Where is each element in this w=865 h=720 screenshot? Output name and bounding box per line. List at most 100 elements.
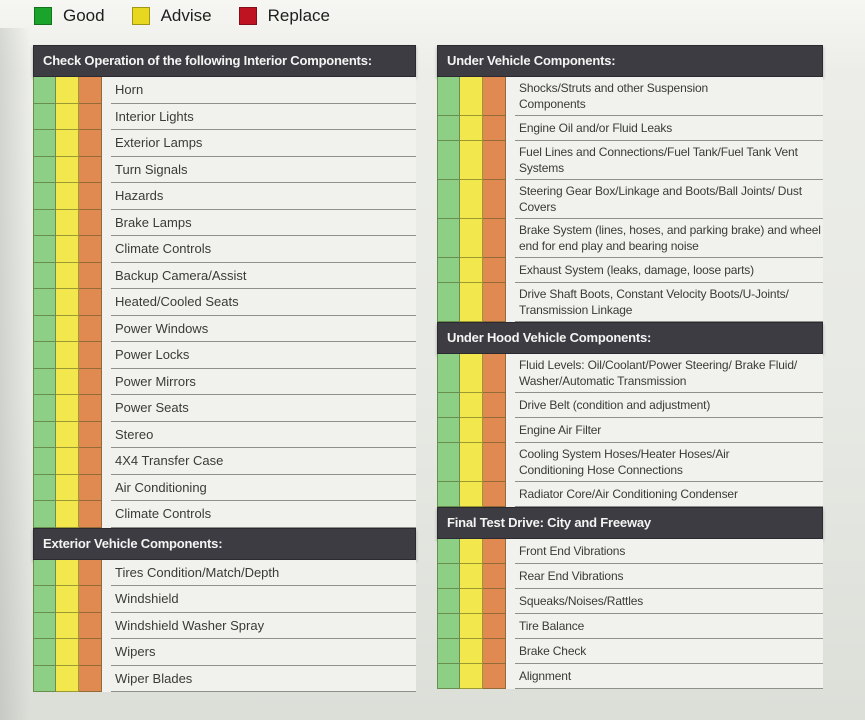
advise-rating-cell[interactable] — [460, 664, 483, 689]
advise-rating-cell[interactable] — [460, 258, 483, 283]
replace-rating-cell[interactable] — [79, 156, 102, 183]
good-rating-cell[interactable] — [33, 77, 56, 104]
replace-rating-cell[interactable] — [483, 180, 506, 219]
good-rating-cell[interactable] — [33, 156, 56, 183]
advise-rating-cell[interactable] — [56, 586, 79, 613]
good-rating-cell[interactable] — [437, 354, 460, 393]
good-rating-cell[interactable] — [437, 283, 460, 322]
replace-rating-cell[interactable] — [483, 393, 506, 418]
good-rating-cell[interactable] — [33, 236, 56, 263]
good-rating-cell[interactable] — [33, 474, 56, 501]
replace-rating-cell[interactable] — [79, 183, 102, 210]
replace-rating-cell[interactable] — [79, 421, 102, 448]
good-rating-cell[interactable] — [437, 482, 460, 507]
replace-rating-cell[interactable] — [483, 639, 506, 664]
replace-rating-cell[interactable] — [79, 665, 102, 692]
good-rating-cell[interactable] — [437, 141, 460, 180]
advise-rating-cell[interactable] — [460, 564, 483, 589]
good-rating-cell[interactable] — [33, 448, 56, 475]
good-rating-cell[interactable] — [33, 103, 56, 130]
good-rating-cell[interactable] — [437, 664, 460, 689]
advise-rating-cell[interactable] — [460, 283, 483, 322]
advise-rating-cell[interactable] — [460, 180, 483, 219]
advise-rating-cell[interactable] — [56, 183, 79, 210]
replace-rating-cell[interactable] — [483, 664, 506, 689]
advise-rating-cell[interactable] — [460, 354, 483, 393]
replace-rating-cell[interactable] — [79, 289, 102, 316]
advise-rating-cell[interactable] — [56, 77, 79, 104]
good-rating-cell[interactable] — [437, 393, 460, 418]
advise-rating-cell[interactable] — [56, 448, 79, 475]
good-rating-cell[interactable] — [33, 665, 56, 692]
good-rating-cell[interactable] — [33, 262, 56, 289]
replace-rating-cell[interactable] — [79, 448, 102, 475]
replace-rating-cell[interactable] — [79, 395, 102, 422]
advise-rating-cell[interactable] — [460, 589, 483, 614]
good-rating-cell[interactable] — [33, 586, 56, 613]
replace-rating-cell[interactable] — [483, 614, 506, 639]
good-rating-cell[interactable] — [437, 589, 460, 614]
advise-rating-cell[interactable] — [56, 342, 79, 369]
advise-rating-cell[interactable] — [56, 421, 79, 448]
replace-rating-cell[interactable] — [483, 219, 506, 258]
good-rating-cell[interactable] — [33, 612, 56, 639]
advise-rating-cell[interactable] — [56, 262, 79, 289]
advise-rating-cell[interactable] — [56, 474, 79, 501]
replace-rating-cell[interactable] — [79, 103, 102, 130]
advise-rating-cell[interactable] — [460, 219, 483, 258]
advise-rating-cell[interactable] — [460, 141, 483, 180]
good-rating-cell[interactable] — [33, 315, 56, 342]
advise-rating-cell[interactable] — [56, 612, 79, 639]
advise-rating-cell[interactable] — [56, 315, 79, 342]
replace-rating-cell[interactable] — [79, 474, 102, 501]
replace-rating-cell[interactable] — [483, 418, 506, 443]
replace-rating-cell[interactable] — [79, 612, 102, 639]
replace-rating-cell[interactable] — [483, 589, 506, 614]
good-rating-cell[interactable] — [437, 418, 460, 443]
good-rating-cell[interactable] — [33, 342, 56, 369]
good-rating-cell[interactable] — [33, 209, 56, 236]
advise-rating-cell[interactable] — [56, 156, 79, 183]
advise-rating-cell[interactable] — [56, 501, 79, 528]
good-rating-cell[interactable] — [437, 539, 460, 564]
replace-rating-cell[interactable] — [483, 354, 506, 393]
advise-rating-cell[interactable] — [460, 393, 483, 418]
replace-rating-cell[interactable] — [79, 236, 102, 263]
advise-rating-cell[interactable] — [460, 482, 483, 507]
advise-rating-cell[interactable] — [56, 209, 79, 236]
advise-rating-cell[interactable] — [460, 539, 483, 564]
replace-rating-cell[interactable] — [483, 539, 506, 564]
good-rating-cell[interactable] — [437, 219, 460, 258]
replace-rating-cell[interactable] — [79, 77, 102, 104]
replace-rating-cell[interactable] — [483, 283, 506, 322]
good-rating-cell[interactable] — [33, 183, 56, 210]
good-rating-cell[interactable] — [33, 559, 56, 586]
advise-rating-cell[interactable] — [56, 130, 79, 157]
replace-rating-cell[interactable] — [79, 639, 102, 666]
advise-rating-cell[interactable] — [56, 665, 79, 692]
replace-rating-cell[interactable] — [79, 501, 102, 528]
good-rating-cell[interactable] — [437, 258, 460, 283]
replace-rating-cell[interactable] — [483, 116, 506, 141]
replace-rating-cell[interactable] — [483, 443, 506, 482]
replace-rating-cell[interactable] — [483, 564, 506, 589]
replace-rating-cell[interactable] — [483, 77, 506, 116]
good-rating-cell[interactable] — [437, 564, 460, 589]
replace-rating-cell[interactable] — [79, 262, 102, 289]
advise-rating-cell[interactable] — [56, 395, 79, 422]
advise-rating-cell[interactable] — [460, 614, 483, 639]
advise-rating-cell[interactable] — [460, 77, 483, 116]
replace-rating-cell[interactable] — [79, 342, 102, 369]
replace-rating-cell[interactable] — [483, 482, 506, 507]
replace-rating-cell[interactable] — [483, 258, 506, 283]
good-rating-cell[interactable] — [437, 116, 460, 141]
advise-rating-cell[interactable] — [460, 639, 483, 664]
advise-rating-cell[interactable] — [56, 236, 79, 263]
replace-rating-cell[interactable] — [483, 141, 506, 180]
replace-rating-cell[interactable] — [79, 315, 102, 342]
advise-rating-cell[interactable] — [56, 639, 79, 666]
good-rating-cell[interactable] — [33, 130, 56, 157]
advise-rating-cell[interactable] — [56, 368, 79, 395]
advise-rating-cell[interactable] — [460, 116, 483, 141]
advise-rating-cell[interactable] — [56, 559, 79, 586]
